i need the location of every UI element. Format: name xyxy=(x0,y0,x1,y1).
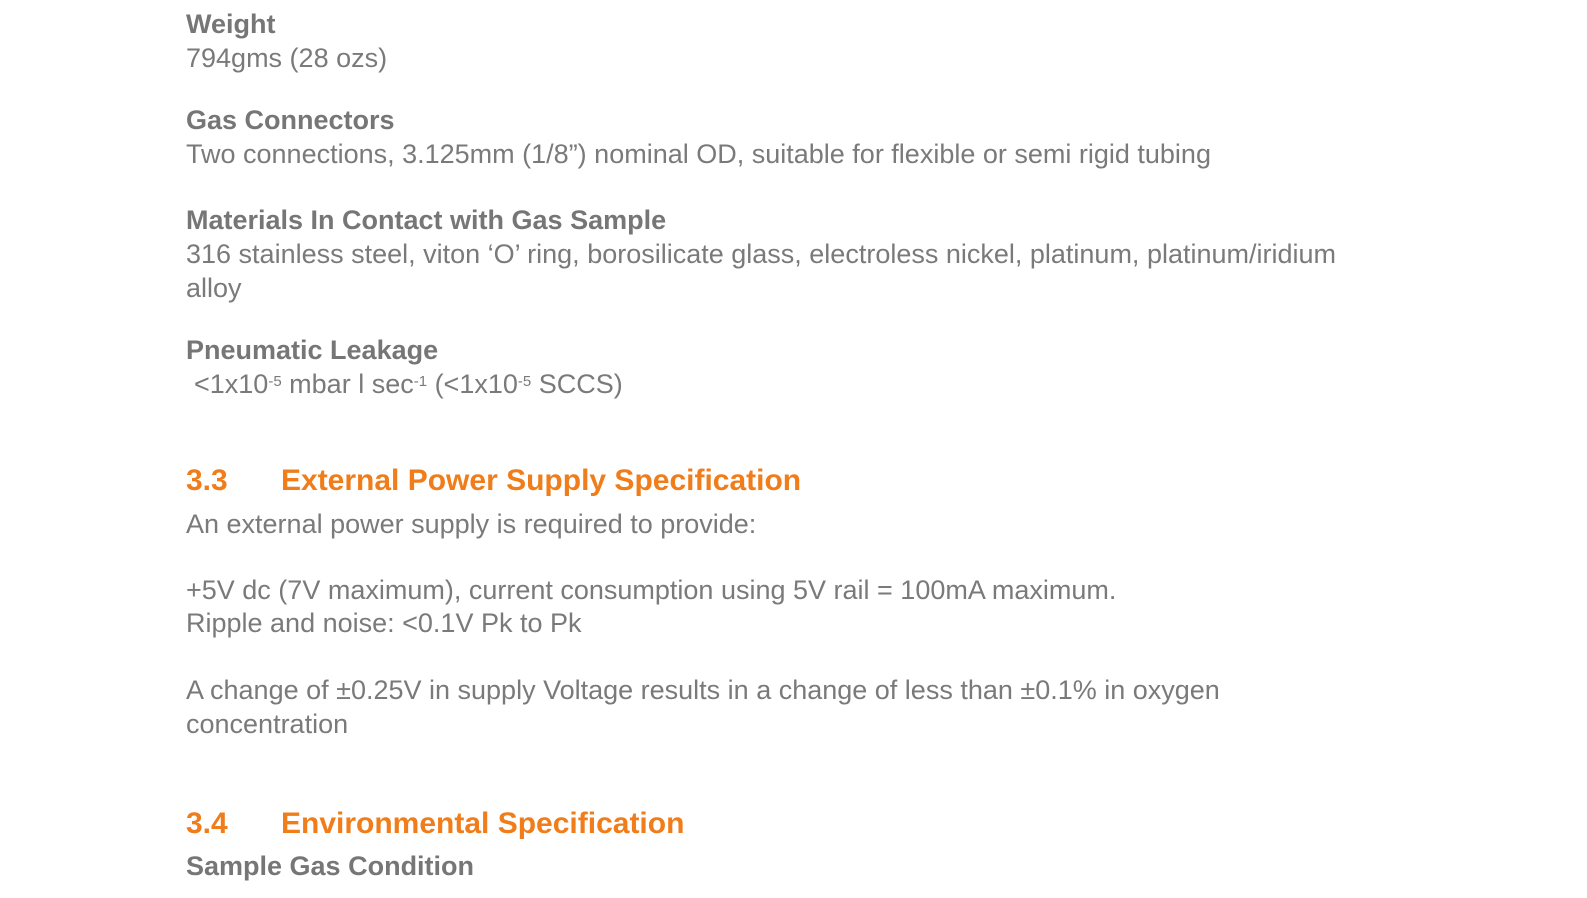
materials-label: Materials In Contact with Gas Sample xyxy=(186,205,667,235)
power-intro: An external power supply is required to … xyxy=(186,509,757,539)
weight-value: 794gms (28 ozs) xyxy=(186,43,388,73)
section-3-4-number: 3.4 xyxy=(186,807,228,840)
leakage-exp: -5 xyxy=(517,373,532,390)
gas-connectors-label: Gas Connectors xyxy=(186,105,395,135)
section-3-4-title: Environmental Specification xyxy=(281,807,685,840)
section-3-3-title: External Power Supply Specification xyxy=(281,464,802,497)
leakage-part: (<1x10 xyxy=(427,369,518,399)
materials-line-2: alloy xyxy=(186,273,242,303)
leakage-part: SCCS) xyxy=(531,369,623,399)
leakage-exp: -1 xyxy=(413,373,428,390)
power-line-1: +5V dc (7V maximum), current consumption… xyxy=(186,575,1117,605)
materials-line-1: 316 stainless steel, viton ‘O’ ring, bor… xyxy=(186,239,1337,269)
power-line-3: A change of ±0.25V in supply Voltage res… xyxy=(186,675,1220,705)
leakage-label: Pneumatic Leakage xyxy=(186,335,439,365)
gas-connectors-value: Two connections, 3.125mm (1/8”) nominal … xyxy=(186,139,1211,169)
power-line-4: concentration xyxy=(186,709,349,739)
power-line-2: Ripple and noise: <0.1V Pk to Pk xyxy=(186,608,582,638)
leakage-value: <1x10-5 mbar l sec-1 (<1x10-5 SCCS) xyxy=(194,368,623,401)
leakage-exp: -5 xyxy=(268,373,282,390)
section-3-3-number: 3.3 xyxy=(186,464,228,497)
leakage-part: mbar l sec xyxy=(281,369,414,399)
sample-gas-condition-label: Sample Gas Condition xyxy=(186,851,475,881)
leakage-part: <1x10 xyxy=(194,369,269,399)
weight-label: Weight xyxy=(186,9,276,39)
